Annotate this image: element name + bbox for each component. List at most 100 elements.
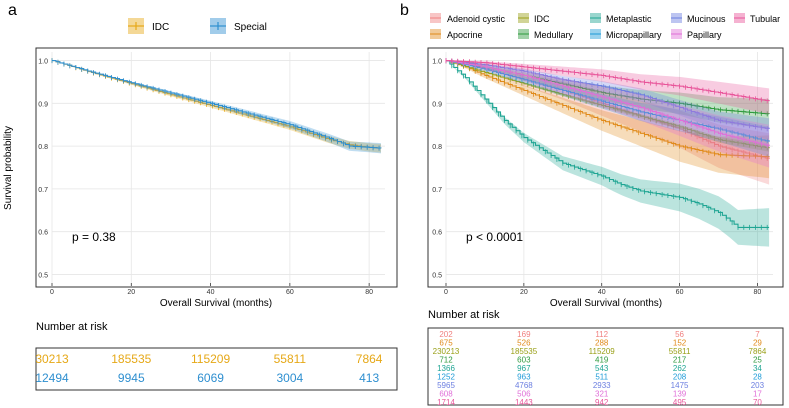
plot-frame-b	[427, 47, 784, 288]
y-tick-label: 0.7	[432, 187, 442, 194]
risk-value-micropapillary: 511	[595, 373, 608, 382]
legend-item-medullary: Medullary	[518, 29, 574, 40]
risk-value-mucinous: 5965	[437, 381, 455, 390]
risk-value-medullary: 712	[439, 356, 453, 365]
x-tick-label: 0	[50, 289, 54, 296]
y-tick-label: 0.8	[38, 144, 48, 151]
legend-label-papillary: Papillary	[687, 30, 722, 40]
p-value-a: p = 0.38	[72, 230, 116, 244]
risk-value-medullary: 603	[517, 356, 531, 365]
risk-value-micropapillary: 963	[517, 373, 531, 382]
risk-value-medullary: 25	[753, 356, 762, 365]
plot-area-b: 0.5 0.6 0.7 0.8 0.9 1.0 0 20 40 60 80	[432, 52, 773, 296]
y-tick-label: 0.8	[432, 144, 442, 151]
risk-value-tubular: 1714	[437, 398, 455, 407]
ci-band-adenoid-cystic	[446, 60, 770, 185]
legend-item-micropapillary: Micropapillary	[590, 29, 662, 40]
legend-panel-b: Adenoid cystic Apocrine IDC Medullary Me…	[430, 13, 780, 40]
risk-value-idc: 185535	[511, 347, 538, 356]
risk-table-frame-b	[427, 327, 784, 406]
legend-label-special: Special	[234, 22, 267, 33]
risk-value-apocrine: 675	[439, 339, 453, 348]
risk-value-mucinous: 2933	[593, 381, 611, 390]
panel-b-label: b	[400, 2, 409, 19]
legend-panel-a: IDC Special	[128, 18, 267, 34]
x-tick-label: 60	[286, 289, 294, 296]
risk-value-papillary: 506	[517, 390, 531, 399]
legend-label-tubular: Tubular	[750, 14, 780, 24]
risk-value-mucinous: 1475	[671, 381, 689, 390]
legend-label-adenoid-cystic: Adenoid cystic	[447, 14, 506, 24]
ci-band-tubular	[446, 60, 770, 114]
y-tick-label: 0.5	[38, 272, 48, 279]
legend-item-tubular: Tubular	[734, 13, 780, 24]
risk-value-apocrine: 526	[517, 339, 531, 348]
risk-value-idc: 30213	[35, 352, 69, 366]
risk-value-micropapillary: 208	[673, 373, 687, 382]
risk-value-idc: 230213	[433, 347, 460, 356]
risk-title-b: Number at risk	[428, 309, 500, 321]
x-axis-title-b: Overall Survival (months)	[550, 298, 662, 309]
risk-value-special: 413	[359, 371, 379, 385]
ci-band-medullary	[446, 60, 770, 129]
risk-value-tubular: 1443	[515, 398, 533, 407]
risk-value-micropapillary: 1252	[437, 373, 455, 382]
risk-value-tubular: 495	[673, 398, 687, 407]
risk-value-apocrine: 152	[673, 339, 687, 348]
ci-band-mucinous	[446, 60, 770, 140]
x-tick-label: 20	[127, 289, 135, 296]
risk-title-a: Number at risk	[36, 321, 108, 333]
legend-item-mucinous: Mucinous	[671, 13, 726, 24]
legend-label-mucinous: Mucinous	[687, 14, 726, 24]
risk-value-metaplastic: 262	[673, 364, 687, 373]
risk-value-medullary: 419	[595, 356, 609, 365]
risk-value-idc: 115209	[191, 352, 230, 366]
risk-value-medullary: 217	[673, 356, 687, 365]
legend-item-apocrine: Apocrine	[430, 29, 483, 40]
risk-value-metaplastic: 543	[595, 364, 609, 373]
risk-value-special: 9945	[118, 371, 145, 385]
ci-band-papillary	[446, 60, 770, 168]
risk-value-papillary: 321	[595, 390, 609, 399]
legend-label-metaplastic: Metaplastic	[606, 14, 652, 24]
risk-value-special: 3004	[277, 371, 304, 385]
risk-value-mucinous: 4768	[515, 381, 533, 390]
legend-label-apocrine: Apocrine	[447, 30, 483, 40]
risk-value-idc: 7864	[356, 352, 383, 366]
risk-value-adenoid-cystic: 56	[675, 330, 684, 339]
risk-value-idc: 55811	[669, 347, 691, 356]
risk-value-metaplastic: 1366	[437, 364, 455, 373]
risk-value-metaplastic: 34	[753, 364, 762, 373]
y-tick-label: 0.5	[432, 272, 442, 279]
ci-band-micropapillary	[446, 60, 770, 157]
risk-value-idc: 115209	[589, 347, 616, 356]
x-tick-label: 40	[207, 289, 215, 296]
risk-value-tubular: 70	[753, 398, 762, 407]
risk-value-metaplastic: 967	[517, 364, 531, 373]
y-axis-title-a: Survival probability	[3, 126, 14, 210]
risk-value-idc: 55811	[274, 352, 307, 366]
ci-band-special	[52, 60, 381, 154]
x-tick-label: 80	[754, 289, 762, 296]
y-tick-label: 0.6	[432, 230, 442, 237]
p-value-b: p < 0.0001	[466, 230, 523, 244]
x-axis-title-a: Overall Survival (months)	[160, 298, 272, 309]
censor-marks-special	[51, 58, 380, 151]
y-tick-label: 0.7	[38, 187, 48, 194]
x-tick-label: 0	[444, 289, 448, 296]
risk-value-adenoid-cystic: 202	[439, 330, 453, 339]
legend-label-idc: IDC	[152, 22, 169, 33]
y-tick-label: 0.9	[432, 101, 442, 108]
x-tick-label: 80	[365, 289, 373, 296]
y-tick-label: 1.0	[38, 59, 48, 66]
risk-table-frame-a	[35, 347, 398, 391]
risk-table-a: 30213 185535 115209 55811 7864 12494 9945 6069 3…	[35, 352, 383, 385]
y-tick-label: 1.0	[432, 59, 442, 66]
risk-value-adenoid-cystic: 169	[517, 330, 531, 339]
panel-a-label: a	[8, 2, 17, 19]
risk-value-papillary: 139	[673, 390, 687, 399]
risk-value-apocrine: 288	[595, 339, 609, 348]
risk-value-papillary: 17	[753, 390, 762, 399]
legend-label-micropapillary: Micropapillary	[606, 30, 662, 40]
